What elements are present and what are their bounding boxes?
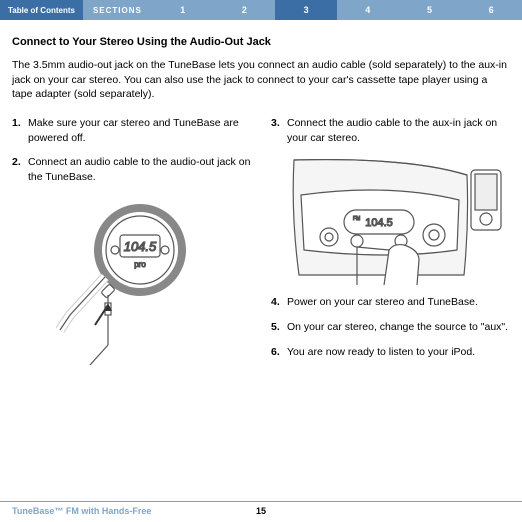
nav-section-6[interactable]: 6 xyxy=(460,0,522,20)
step-num: 1. xyxy=(12,116,28,145)
step-text: Connect an audio cable to the audio-out … xyxy=(28,155,251,184)
nav-section-2[interactable]: 2 xyxy=(214,0,276,20)
nav-section-4[interactable]: 4 xyxy=(337,0,399,20)
step-4: 4. Power on your car stereo and TuneBase… xyxy=(271,295,510,310)
tunebase-display: 104.5 xyxy=(123,239,156,254)
content: Connect to Your Stereo Using the Audio-O… xyxy=(0,20,522,375)
columns: 1. Make sure your car stereo and TuneBas… xyxy=(12,116,510,375)
stereo-display: 104.5 xyxy=(365,217,393,229)
nav-section-1[interactable]: 1 xyxy=(152,0,214,20)
step-num: 5. xyxy=(271,320,287,335)
page-heading: Connect to Your Stereo Using the Audio-O… xyxy=(12,36,510,48)
stereo-fm: FM xyxy=(353,216,360,222)
nav-section-5[interactable]: 5 xyxy=(399,0,461,20)
step-num: 2. xyxy=(12,155,28,184)
step-text: You are now ready to listen to your iPod… xyxy=(287,345,510,360)
nav-bar: Table of Contents SECTIONS 1 2 3 4 5 6 xyxy=(0,0,522,20)
nav-toc[interactable]: Table of Contents xyxy=(0,0,83,20)
tunebase-sub: pro xyxy=(134,260,146,269)
step-num: 6. xyxy=(271,345,287,360)
step-text: Connect the audio cable to the aux-in ja… xyxy=(287,116,510,145)
intro-text: The 3.5mm audio-out jack on the TuneBase… xyxy=(12,58,510,102)
illustration-tunebase: 104.5 pro xyxy=(28,195,251,365)
step-text: Make sure your car stereo and TuneBase a… xyxy=(28,116,251,145)
step-num: 4. xyxy=(271,295,287,310)
footer-page: 15 xyxy=(256,506,266,516)
step-5: 5. On your car stereo, change the source… xyxy=(271,320,510,335)
step-3: 3. Connect the audio cable to the aux-in… xyxy=(271,116,510,145)
step-1: 1. Make sure your car stereo and TuneBas… xyxy=(12,116,251,145)
step-2: 2. Connect an audio cable to the audio-o… xyxy=(12,155,251,184)
illustration-car-stereo: 104.5 FM xyxy=(287,155,510,285)
nav-section-3[interactable]: 3 xyxy=(275,0,337,20)
step-text: Power on your car stereo and TuneBase. xyxy=(287,295,510,310)
step-6: 6. You are now ready to listen to your i… xyxy=(271,345,510,360)
nav-sections-label: SECTIONS xyxy=(83,0,152,20)
footer: TuneBase™ FM with Hands-Free 15 xyxy=(0,501,522,516)
step-text: On your car stereo, change the source to… xyxy=(287,320,510,335)
step-num: 3. xyxy=(271,116,287,145)
left-column: 1. Make sure your car stereo and TuneBas… xyxy=(12,116,251,375)
right-column: 3. Connect the audio cable to the aux-in… xyxy=(271,116,510,375)
